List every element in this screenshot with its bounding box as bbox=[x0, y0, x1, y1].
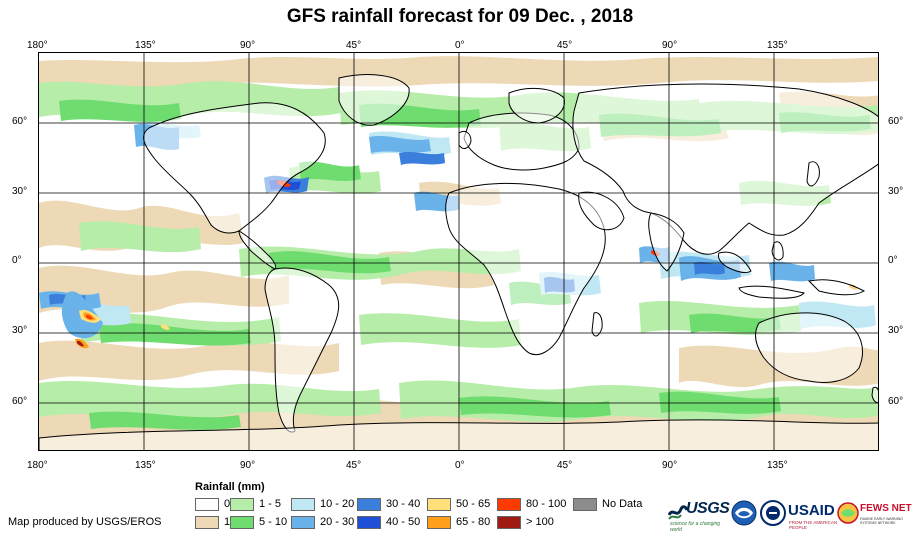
lon-label-bottom: 180° bbox=[27, 460, 48, 471]
legend-label: 20 - 30 bbox=[320, 516, 355, 528]
lon-label-top: 45° bbox=[557, 40, 573, 51]
lon-label-top: 45° bbox=[346, 40, 362, 51]
legend-label: 5 - 10 bbox=[259, 516, 288, 528]
legend-label: 0 bbox=[224, 498, 231, 510]
lat-label-right: 60° bbox=[888, 116, 904, 127]
lon-label-bottom: 90° bbox=[240, 460, 256, 471]
legend-swatch bbox=[427, 516, 451, 529]
legend-label: 1 bbox=[224, 516, 231, 528]
lon-label-bottom: 45° bbox=[557, 460, 573, 471]
fews-name: FEWS NET bbox=[860, 503, 912, 514]
lon-label-bottom: 45° bbox=[346, 460, 362, 471]
usgs-wave-icon bbox=[668, 505, 688, 520]
legend-label: 65 - 80 bbox=[456, 516, 491, 528]
lat-label-right: 60° bbox=[888, 396, 904, 407]
legend-swatch bbox=[291, 516, 315, 529]
fews-net-logo: FEWS NET FAMINE EARLY WARNING SYSTEMS NE… bbox=[837, 498, 917, 530]
fews-globe-icon bbox=[837, 502, 859, 524]
legend-label: 1 - 5 bbox=[259, 498, 282, 510]
lon-label-top: 90° bbox=[240, 40, 256, 51]
legend-swatch bbox=[291, 498, 315, 511]
legend-label: 50 - 65 bbox=[456, 498, 491, 510]
legend-label: > 100 bbox=[526, 516, 554, 528]
noaa-logo bbox=[731, 500, 757, 526]
legend-swatch bbox=[357, 498, 381, 511]
legend-swatch bbox=[573, 498, 597, 511]
legend-label: 30 - 40 bbox=[386, 498, 421, 510]
lat-label-left: 30° bbox=[12, 325, 28, 336]
usaid-logo: USAID FROM THE AMERICAN PEOPLE bbox=[760, 498, 838, 530]
legend-swatch bbox=[195, 516, 219, 529]
lon-label-top: 180° bbox=[27, 40, 48, 51]
lat-label-left: 60° bbox=[12, 396, 28, 407]
lat-label-left: 30° bbox=[12, 186, 28, 197]
rainfall-map bbox=[38, 52, 879, 451]
usgs-logo: USGS science for a changing world bbox=[668, 499, 730, 533]
lon-label-bottom: 135° bbox=[767, 460, 788, 471]
lon-label-bottom: 135° bbox=[135, 460, 156, 471]
usaid-tagline: FROM THE AMERICAN PEOPLE bbox=[789, 520, 838, 530]
lat-label-left: 60° bbox=[12, 116, 28, 127]
lat-label-left: 0° bbox=[12, 255, 22, 266]
legend-swatch bbox=[427, 498, 451, 511]
credit-text: Map produced by USGS/EROS bbox=[8, 516, 162, 528]
extreme-rain-areas bbox=[75, 180, 858, 349]
legend-label: 40 - 50 bbox=[386, 516, 421, 528]
legend-label: No Data bbox=[602, 498, 643, 510]
legend-swatch bbox=[497, 516, 521, 529]
map-title: GFS rainfall forecast for 09 Dec. , 2018 bbox=[286, 6, 634, 27]
graticule bbox=[39, 53, 878, 450]
legend-swatch bbox=[230, 498, 254, 511]
usaid-seal-icon bbox=[760, 500, 786, 526]
lon-label-top: 90° bbox=[662, 40, 678, 51]
lat-label-right: 30° bbox=[888, 186, 904, 197]
lon-label-top: 135° bbox=[767, 40, 788, 51]
legend-title: Rainfall (mm) bbox=[195, 481, 265, 493]
usaid-name: USAID bbox=[788, 502, 835, 519]
lat-label-right: 0° bbox=[888, 255, 898, 266]
usgs-name: USGS bbox=[686, 500, 730, 517]
lon-label-bottom: 90° bbox=[662, 460, 678, 471]
legend-swatch bbox=[195, 498, 219, 511]
legend-swatch bbox=[230, 516, 254, 529]
lon-label-bottom: 0° bbox=[455, 460, 465, 471]
noaa-seal-icon bbox=[731, 500, 757, 526]
lon-label-top: 0° bbox=[455, 40, 465, 51]
usgs-tagline: science for a changing world bbox=[670, 521, 721, 533]
lat-label-right: 30° bbox=[888, 325, 904, 336]
legend-swatch bbox=[497, 498, 521, 511]
map-canvas bbox=[39, 53, 878, 450]
legend-swatch bbox=[357, 516, 381, 529]
lon-label-top: 135° bbox=[135, 40, 156, 51]
legend-label: 80 - 100 bbox=[526, 498, 567, 510]
fews-tagline: FAMINE EARLY WARNING SYSTEMS NETWORK bbox=[860, 517, 903, 525]
legend-label: 10 - 20 bbox=[320, 498, 355, 510]
